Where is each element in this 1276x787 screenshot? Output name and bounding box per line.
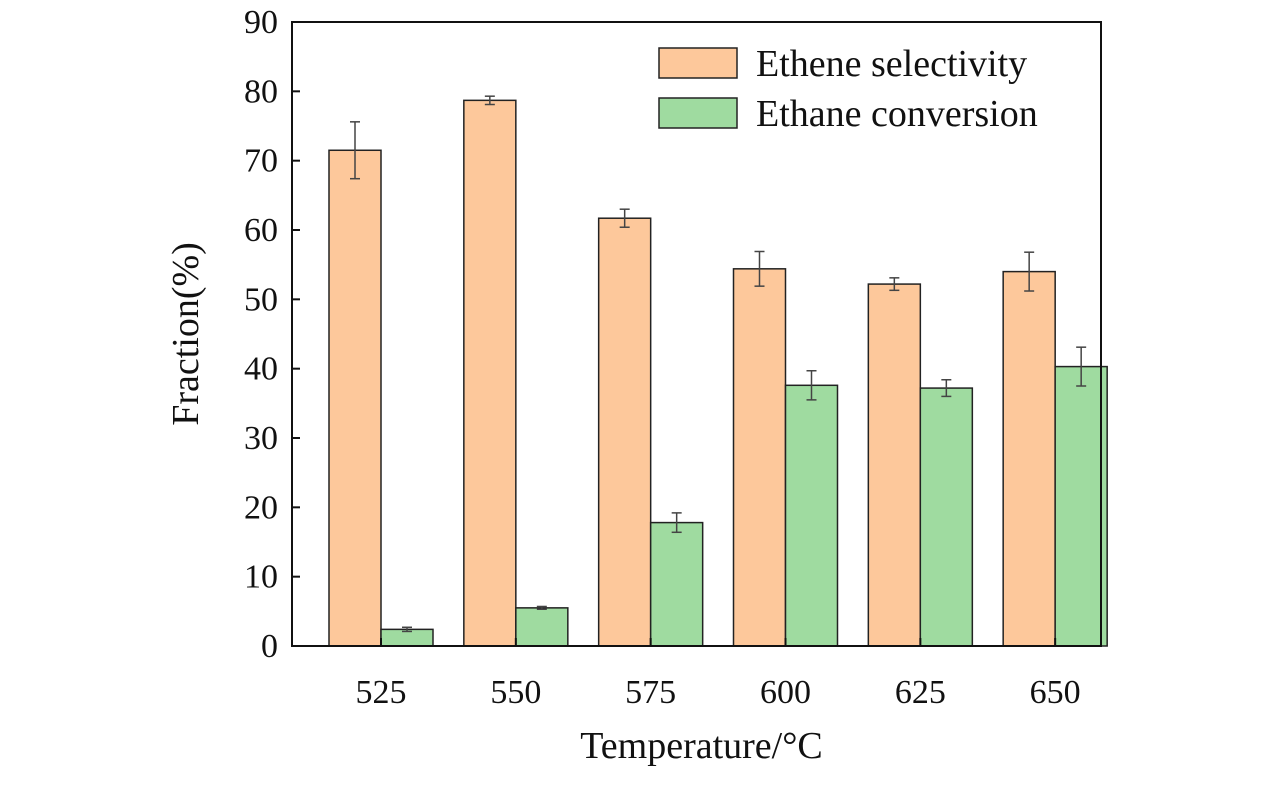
error-bar-s0-600 (754, 250, 765, 287)
bar-s1-550 (515, 607, 569, 647)
error-bar-s0-650 (1024, 251, 1035, 292)
y-tick-label-50: 50 (244, 281, 278, 318)
legend-label-ethane-conversion: Ethane conversion (756, 93, 1038, 135)
legend-swatch-ethene-selectivity (658, 47, 738, 79)
bar-s0-650 (1002, 270, 1056, 647)
error-bar-s0-550 (484, 95, 495, 106)
error-bar-s0-625 (889, 277, 900, 292)
y-tick-label-40: 40 (244, 351, 278, 388)
error-bar-s0-575 (619, 208, 630, 228)
y-tick-label-60: 60 (244, 212, 278, 249)
x-tick-label-650: 650 (1030, 674, 1081, 711)
axes-layer: 0 10 20 30 40 50 60 70 80 90 525 550 575 600 625 650 (244, 4, 1081, 711)
x-tick-label-575: 575 (625, 674, 676, 711)
error-bar-s1-575 (671, 512, 682, 534)
error-bars-layer (350, 95, 1087, 633)
bar-s1-625 (919, 387, 974, 647)
bar-s0-625 (867, 283, 922, 647)
bars-layer (328, 99, 1108, 647)
bar-s1-575 (649, 521, 704, 647)
bar-s0-550 (463, 99, 517, 647)
x-axis-title: Temperature/°C (580, 725, 823, 767)
y-tick-label-0: 0 (261, 628, 278, 665)
y-tick-label-20: 20 (244, 489, 278, 526)
plot-frame (291, 21, 1102, 647)
x-tick-label-600: 600 (760, 674, 811, 711)
x-tick-label-525: 525 (356, 674, 407, 711)
y-tick-label-80: 80 (244, 73, 278, 110)
error-bar-s0-525 (350, 121, 360, 180)
error-bar-s1-550 (536, 605, 547, 611)
y-tick-label-30: 30 (244, 420, 278, 457)
bar-s1-600 (784, 384, 839, 647)
x-tick-label-625: 625 (895, 674, 946, 711)
x-tick-label-550: 550 (490, 674, 541, 711)
error-bar-s1-625 (941, 379, 952, 398)
legend-swatch-ethane-conversion (658, 97, 738, 129)
bar-s0-525 (328, 149, 382, 647)
error-bar-s1-525 (402, 626, 412, 633)
y-tick-label-90: 90 (244, 4, 278, 41)
legend-label-ethene-selectivity: Ethene selectivity (756, 43, 1027, 85)
legend: Ethene selectivity Ethane conversion (658, 43, 1038, 135)
y-tick-label-70: 70 (244, 143, 278, 180)
error-bar-s1-650 (1076, 346, 1087, 387)
bar-s0-575 (597, 217, 652, 647)
bar-s1-650 (1054, 365, 1108, 647)
y-tick-label-10: 10 (244, 559, 278, 596)
error-bar-s1-600 (806, 369, 817, 401)
y-axis-title: Fraction(%) (165, 242, 207, 426)
bar-s0-600 (732, 268, 787, 647)
